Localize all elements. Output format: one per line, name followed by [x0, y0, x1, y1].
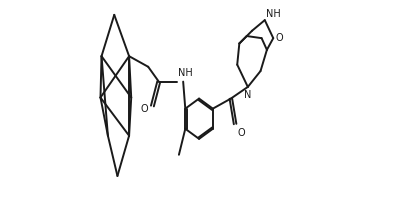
Text: O: O [237, 128, 245, 138]
Text: O: O [275, 33, 283, 43]
Text: N: N [244, 90, 251, 100]
Text: O: O [141, 104, 148, 114]
Text: NH: NH [266, 9, 281, 19]
Text: NH: NH [178, 68, 192, 78]
